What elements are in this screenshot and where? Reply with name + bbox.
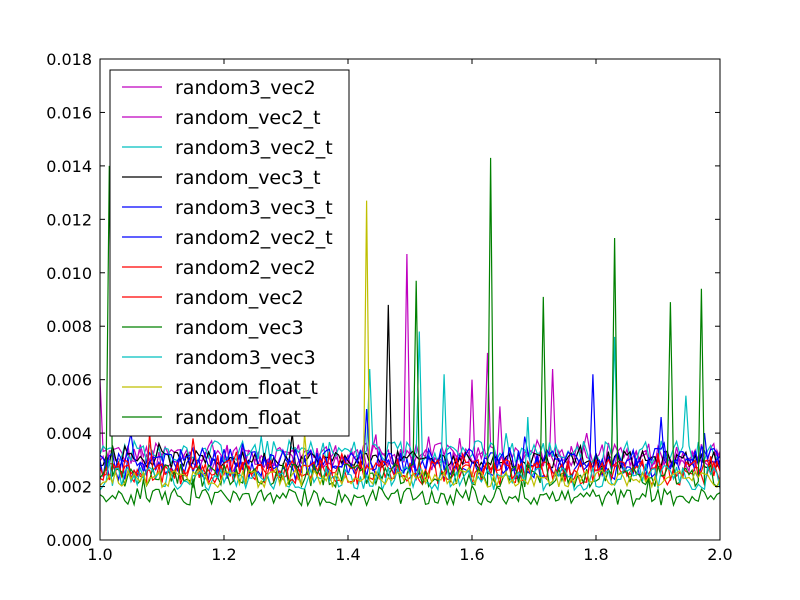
x-tick-label: 1.2 — [211, 545, 236, 564]
plot-frame — [99, 58, 721, 541]
y-tick-label: 0.006 — [46, 371, 92, 390]
series-line-random3-vec3 — [100, 374, 720, 493]
series-line-random-float-t — [100, 200, 720, 490]
y-tick-label: 0.008 — [46, 317, 92, 336]
x-tick-label: 1.8 — [583, 545, 608, 564]
y-tick-label: 0.012 — [46, 210, 92, 229]
x-tick-label: 1.6 — [459, 545, 484, 564]
series-line-random2-vec2-t — [100, 409, 720, 474]
legend-label: random3_vec3 — [175, 347, 316, 369]
y-tick-label: 0.000 — [46, 531, 92, 550]
x-tick-label: 1.0 — [87, 545, 112, 564]
legend: random3_vec2 random_vec2_t random3_vec2_tr… — [109, 69, 350, 437]
y-tick-label: 0.010 — [46, 264, 92, 283]
x-tick-label: 1.4 — [335, 545, 360, 564]
series-layer — [100, 157, 720, 508]
y-tick-label: 0.002 — [46, 478, 92, 497]
series-line-random-vec3 — [100, 157, 720, 489]
legend-label: random_vec2 — [175, 287, 304, 309]
y-tick-label: 0.014 — [46, 157, 92, 176]
legend-label: random2_vec2 — [175, 257, 316, 279]
legend-label: random_float — [175, 407, 301, 429]
series-line-random-float — [100, 478, 720, 508]
y-tick-label: 0.018 — [46, 50, 92, 69]
series-line-random-vec2 — [100, 438, 720, 485]
legend-label: random_float_t — [175, 377, 318, 399]
legend-label: random3_vec3_t — [175, 197, 333, 219]
legend-label: random2_vec2_t — [175, 227, 333, 249]
legend-label: random3_vec2_t — [175, 137, 333, 159]
x-tick-label: 2.0 — [707, 545, 732, 564]
series-line-random2-vec2 — [100, 433, 720, 488]
y-tick-label: 0.016 — [46, 103, 92, 122]
legend-label: random_vec3 — [175, 317, 304, 339]
axis-ticks: 1.0 1.2 1.4 1.6 1.8 2.0 0.000 0.002 0.004 0.006 0.… — [46, 50, 733, 564]
legend-label: random3_vec2 — [175, 77, 316, 99]
y-tick-label: 0.004 — [46, 424, 92, 443]
legend-label: random_vec3_t — [175, 167, 321, 189]
legend-box — [109, 69, 350, 437]
legend-label: random_vec2_t — [175, 107, 321, 129]
